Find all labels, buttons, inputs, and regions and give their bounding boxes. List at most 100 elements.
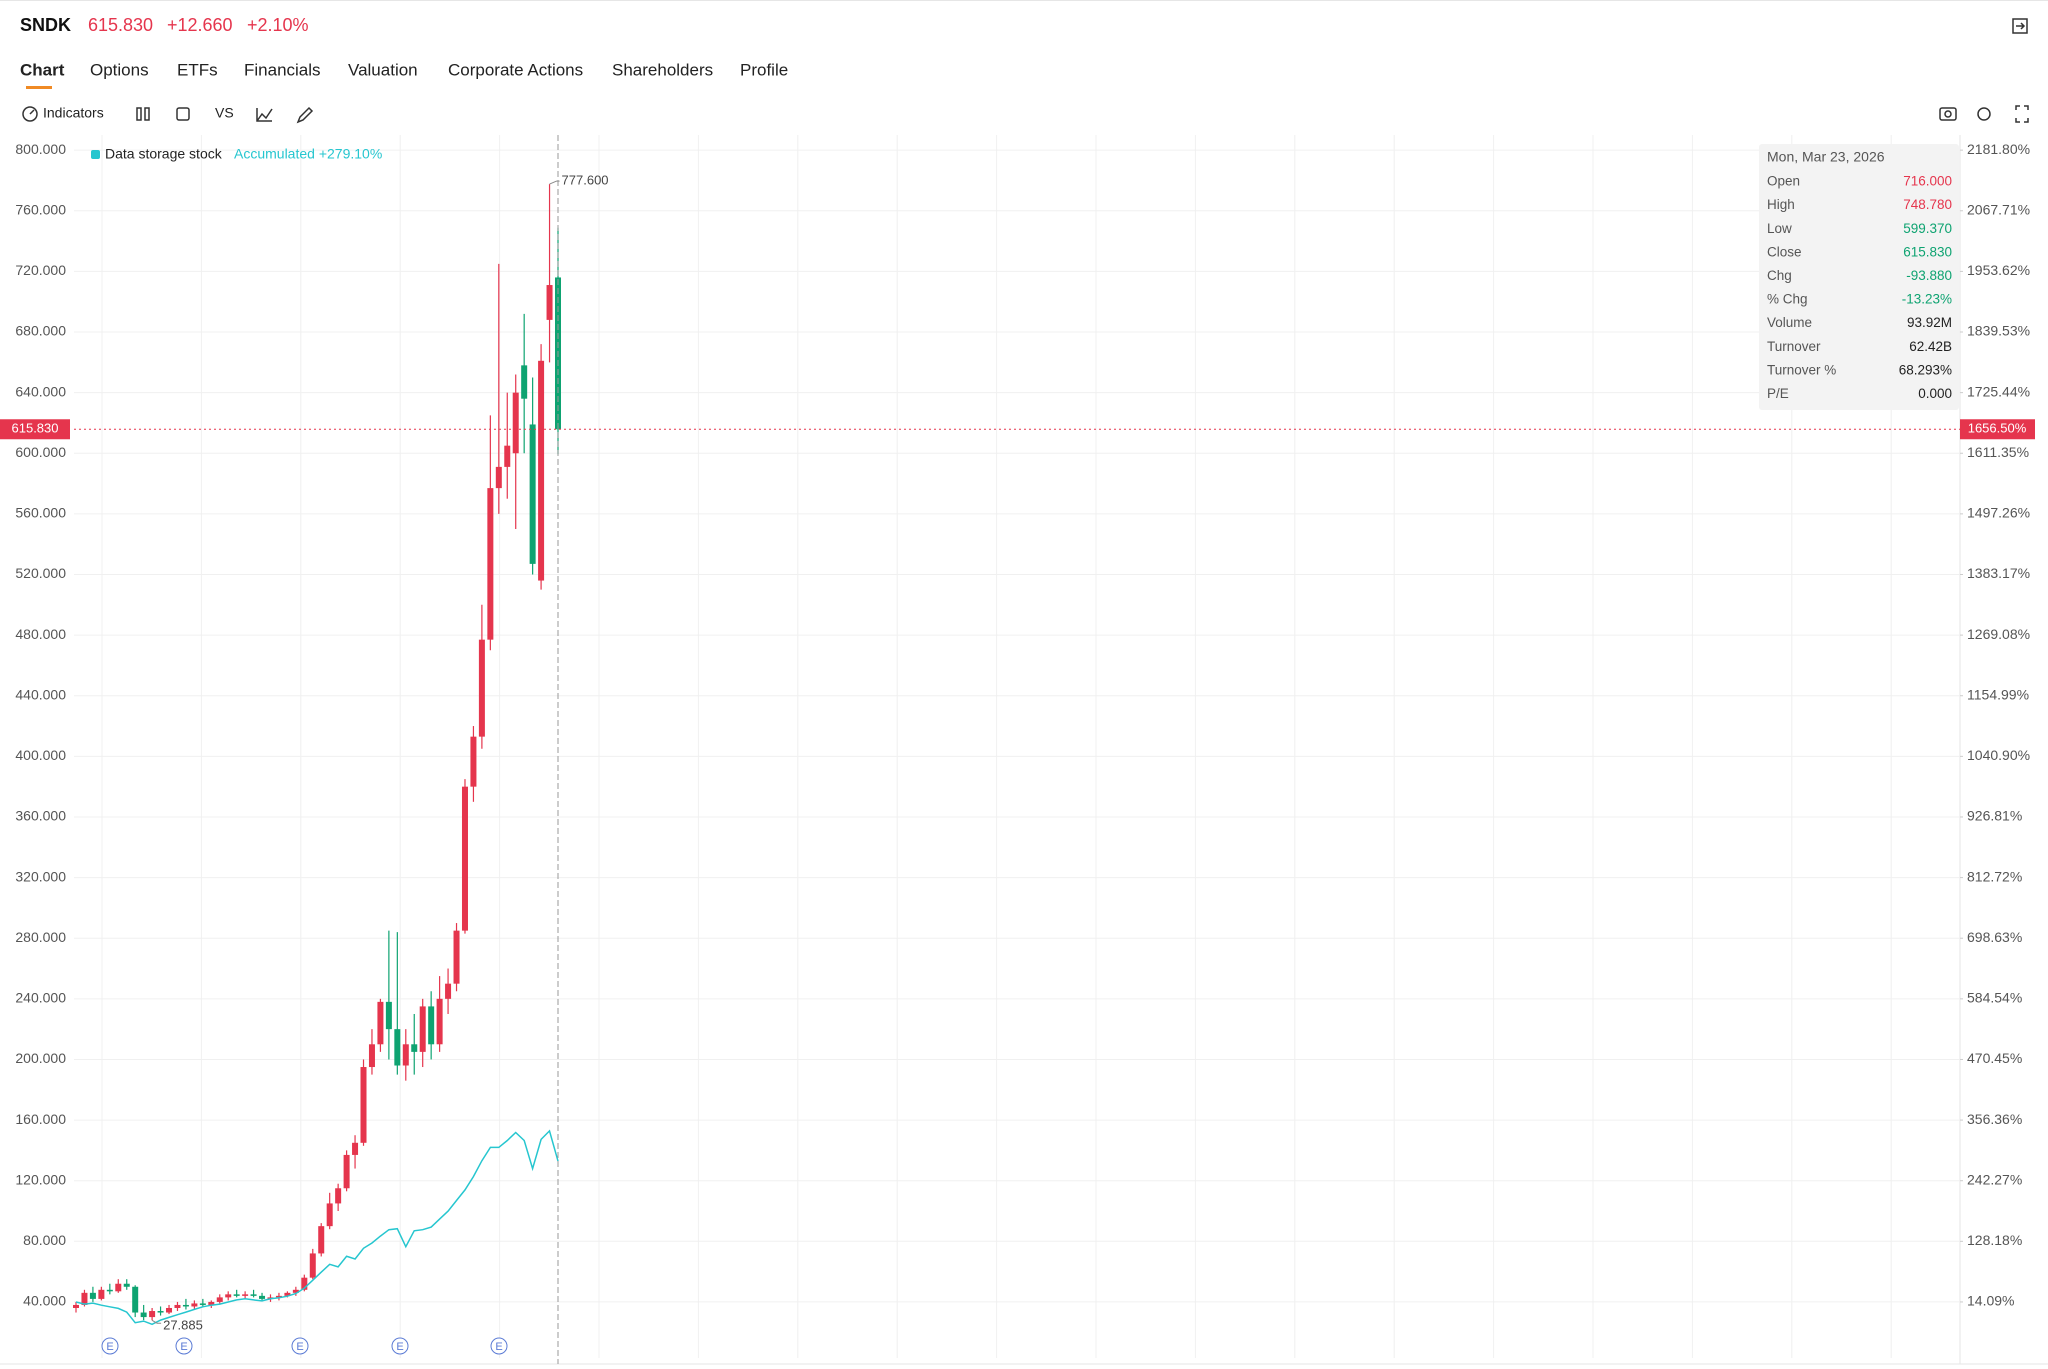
compare-button[interactable]: VS xyxy=(215,105,234,121)
event-marker xyxy=(391,1337,409,1355)
candle-body xyxy=(546,285,553,320)
tooltip-label: Low xyxy=(1767,221,1792,236)
candle-body xyxy=(174,1304,181,1308)
tooltip-value: 62.42B xyxy=(1909,339,1952,354)
candle-body xyxy=(115,1283,122,1292)
legend-name: Data storage stock xyxy=(105,146,223,162)
tab[interactable]: Profile xyxy=(740,60,788,79)
candle-body xyxy=(402,1044,409,1066)
y-tick-label: 560.000 xyxy=(15,505,66,521)
ticker: SNDK xyxy=(20,15,71,35)
plot: 40.000 80.000 120.000 160.000 200.000 240.000… xyxy=(0,135,2048,1365)
candle-body xyxy=(182,1304,189,1307)
candle-body xyxy=(352,1142,359,1155)
y-tick-label: 520.000 xyxy=(15,565,66,581)
candle-body xyxy=(326,1203,333,1227)
tooltip-value: 748.780 xyxy=(1903,197,1952,212)
candle-body xyxy=(436,998,443,1045)
y2-tick-label: 470.45% xyxy=(1967,1050,2022,1066)
candle-body xyxy=(309,1253,316,1278)
tab[interactable]: ETFs xyxy=(177,60,218,79)
candle-body xyxy=(301,1277,308,1290)
shape-icon[interactable] xyxy=(176,107,190,121)
camera-icon[interactable] xyxy=(1939,107,1957,121)
y2-tick-label: 1154.99% xyxy=(1967,686,2029,702)
event-marker xyxy=(490,1337,508,1355)
candle-body xyxy=(360,1067,367,1143)
last-price-tag xyxy=(0,419,70,440)
candle-icon[interactable] xyxy=(136,107,150,121)
legend-swatch xyxy=(91,150,100,159)
indicators-label[interactable]: Indicators xyxy=(43,105,104,121)
y2-tick-label: 1611.35% xyxy=(1967,444,2029,460)
y2-tick-label: 2067.71% xyxy=(1967,201,2030,217)
tooltip-label: Volume xyxy=(1767,315,1812,330)
y2-tick-label: 356.36% xyxy=(1967,1111,2022,1127)
tab[interactable]: Corporate Actions xyxy=(448,60,583,79)
candle-body xyxy=(470,736,477,787)
candle-body xyxy=(385,1001,392,1030)
candle-body xyxy=(250,1294,257,1296)
candle-body xyxy=(411,1044,418,1052)
tab-underline xyxy=(26,86,52,89)
candle-body xyxy=(216,1297,223,1302)
y2-tick-label: 698.63% xyxy=(1967,929,2022,945)
y-tick-label: 480.000 xyxy=(15,626,66,642)
tab[interactable]: Valuation xyxy=(348,60,418,79)
y2-tick-label: 926.81% xyxy=(1967,808,2022,824)
y2-tick-label: 1383.17% xyxy=(1967,565,2030,581)
change-pct: +2.10% xyxy=(247,15,309,35)
candle-body xyxy=(106,1289,113,1292)
y-tick-label: 360.000 xyxy=(15,808,66,824)
event-marker xyxy=(175,1337,193,1355)
candle-body xyxy=(521,365,528,399)
tab[interactable]: Financials xyxy=(244,60,321,79)
event-marker xyxy=(291,1337,309,1355)
annotation-leader xyxy=(549,180,560,185)
indicators-button[interactable]: Indicators xyxy=(22,105,104,122)
line-icon[interactable] xyxy=(256,108,273,122)
candle-body xyxy=(208,1301,215,1305)
y-tick-label: 320.000 xyxy=(15,868,66,884)
tooltip-label: Turnover % xyxy=(1767,362,1836,377)
tooltip-panel xyxy=(1759,144,1959,410)
y-tick-label: 400.000 xyxy=(15,747,66,763)
y-tick-label: 80.000 xyxy=(23,1232,66,1248)
candle-body xyxy=(89,1292,96,1299)
y-tick-label: 800.000 xyxy=(15,141,66,157)
tab[interactable]: Options xyxy=(90,60,149,79)
tooltip-date: Mon, Mar 23, 2026 xyxy=(1767,149,1885,165)
tab[interactable]: Chart xyxy=(20,60,65,79)
tooltip-label: Open xyxy=(1767,174,1800,189)
y-tick-label: 600.000 xyxy=(15,444,66,460)
candle-body xyxy=(140,1312,147,1318)
y-tick-label: 200.000 xyxy=(15,1050,66,1066)
y2-tick-label: 1269.08% xyxy=(1967,626,2030,642)
y2-tick-label: 584.54% xyxy=(1967,990,2022,1006)
settings-icon[interactable] xyxy=(1977,107,1991,121)
fullscreen-icon[interactable] xyxy=(2015,105,2029,123)
candle-body xyxy=(233,1294,240,1296)
candle-body xyxy=(166,1307,173,1313)
draw-icon[interactable] xyxy=(296,106,314,124)
tooltip-value: 0.000 xyxy=(1918,386,1952,401)
y-tick-label: 120.000 xyxy=(15,1171,66,1187)
candle-body xyxy=(259,1295,266,1299)
y-tick-label: 160.000 xyxy=(15,1111,66,1127)
candle-body xyxy=(149,1311,156,1318)
y2-tick-label: 1953.62% xyxy=(1967,262,2030,278)
collapse-icon[interactable] xyxy=(2012,18,2028,34)
tab[interactable]: Shareholders xyxy=(612,60,713,79)
y2-tick-label: 1040.90% xyxy=(1967,747,2030,763)
tooltip-label: Turnover xyxy=(1767,339,1821,354)
y-tick-label: 760.000 xyxy=(15,201,66,217)
candle-body xyxy=(191,1303,198,1307)
candle-body xyxy=(487,488,494,640)
candle-body xyxy=(335,1188,342,1204)
event-label: E xyxy=(106,1341,113,1353)
candle-body xyxy=(478,639,485,737)
last-pct-tag xyxy=(1960,419,2035,440)
